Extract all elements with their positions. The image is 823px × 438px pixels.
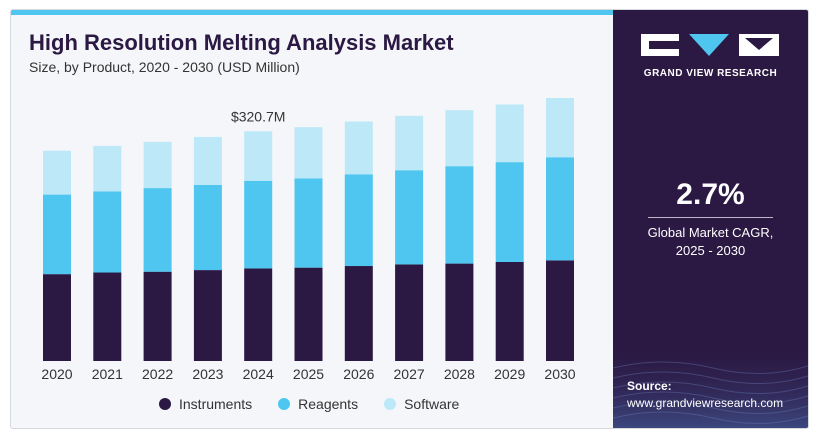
x-tick-label-2020: 2020 bbox=[41, 366, 72, 382]
source-note: Source: www.grandviewresearch.com bbox=[627, 378, 783, 412]
bar-software-2023 bbox=[193, 136, 222, 185]
chart-title: High Resolution Melting Analysis Market bbox=[29, 30, 454, 55]
cagr-divider bbox=[648, 217, 773, 218]
x-tick-label-2029: 2029 bbox=[494, 366, 525, 382]
bar-instruments-2027 bbox=[395, 264, 424, 361]
legend-swatch-software bbox=[384, 398, 397, 410]
bar-instruments-2022 bbox=[143, 271, 172, 361]
bar-instruments-2028 bbox=[445, 263, 474, 361]
bar-instruments-2026 bbox=[344, 266, 373, 361]
bar-reagents-2027 bbox=[395, 170, 424, 265]
accent-bar bbox=[11, 10, 613, 15]
bar-software-2020 bbox=[43, 150, 71, 195]
brand-name: GRAND VIEW RESEARCH bbox=[643, 68, 778, 79]
source-url[interactable]: www.grandviewresearch.com bbox=[627, 396, 784, 410]
x-tick-label-2026: 2026 bbox=[343, 366, 374, 382]
legend-label-instruments: Instruments bbox=[179, 396, 253, 412]
infographic-card: High Resolution Melting Analysis Market … bbox=[10, 9, 809, 429]
legend-label-reagents: Reagents bbox=[298, 396, 359, 412]
grand-view-research-logo bbox=[641, 34, 779, 56]
bar-instruments-2030 bbox=[546, 260, 574, 361]
bar-reagents-2020 bbox=[43, 194, 71, 275]
bar-instruments-2025 bbox=[294, 267, 323, 361]
chart-subtitle: Size, by Product, 2020 - 2030 (USD Milli… bbox=[29, 59, 300, 75]
bar-software-2027 bbox=[395, 115, 424, 171]
legend-item-instruments: Instruments bbox=[159, 396, 252, 412]
cagr-value: 2.7% bbox=[676, 178, 745, 211]
stacked-bar-chart: 2020 2021 2022 2023 2024 $320.7M 2025 2026 2027 2… bbox=[41, 97, 576, 382]
bar-software-2021 bbox=[93, 145, 122, 192]
source-label: Source: bbox=[627, 379, 672, 393]
bar-software-2026 bbox=[344, 121, 373, 175]
cagr-label: Global Market CAGR, 2025 - 2030 bbox=[613, 224, 808, 260]
bar-reagents-2023 bbox=[193, 184, 222, 271]
bar-reagents-2026 bbox=[344, 174, 373, 267]
x-tick-label-2028: 2028 bbox=[444, 366, 475, 382]
bar-instruments-2023 bbox=[193, 270, 222, 361]
bar-reagents-2030 bbox=[546, 157, 574, 261]
bar-software-2029 bbox=[495, 104, 524, 163]
legend-swatch-instruments bbox=[159, 398, 171, 410]
legend-item-software: Software bbox=[384, 396, 459, 412]
bar-reagents-2025 bbox=[294, 178, 323, 268]
x-tick-label-2030: 2030 bbox=[544, 366, 575, 382]
bar-instruments-2020 bbox=[43, 274, 71, 361]
bar-software-2024 bbox=[244, 131, 273, 181]
x-tick-label-2022: 2022 bbox=[142, 366, 173, 382]
x-tick-label-2024: 2024 bbox=[243, 366, 274, 382]
bar-reagents-2022 bbox=[143, 188, 172, 272]
x-tick-label-2025: 2025 bbox=[293, 366, 324, 382]
x-tick-label-2027: 2027 bbox=[394, 366, 425, 382]
cagr-label-line2: 2025 - 2030 bbox=[675, 243, 746, 258]
bar-instruments-2021 bbox=[93, 272, 122, 361]
x-tick-label-2021: 2021 bbox=[92, 366, 123, 382]
bar-reagents-2021 bbox=[93, 191, 122, 273]
bar-software-2022 bbox=[143, 141, 172, 189]
legend-label-software: Software bbox=[404, 396, 460, 412]
bar-software-2030 bbox=[546, 97, 574, 158]
legend-swatch-reagents bbox=[278, 398, 291, 410]
decorative-wave-pattern bbox=[613, 338, 808, 428]
cagr-label-line1: Global Market CAGR, bbox=[647, 225, 774, 240]
bar-software-2028 bbox=[445, 110, 474, 167]
legend-item-reagents: Reagents bbox=[278, 396, 358, 412]
chart-legend: Instruments Reagents Software bbox=[159, 396, 459, 412]
bar-instruments-2024 bbox=[244, 268, 273, 361]
bar-reagents-2028 bbox=[445, 166, 474, 264]
bar-reagents-2024 bbox=[244, 180, 273, 269]
data-label-2024: $320.7M bbox=[231, 108, 285, 124]
side-panel: GRAND VIEW RESEARCH 2.7% Global Market C… bbox=[613, 10, 808, 428]
x-tick-label-2023: 2023 bbox=[192, 366, 223, 382]
bar-instruments-2029 bbox=[495, 261, 524, 361]
bar-reagents-2029 bbox=[495, 162, 524, 262]
bar-software-2025 bbox=[294, 127, 323, 179]
